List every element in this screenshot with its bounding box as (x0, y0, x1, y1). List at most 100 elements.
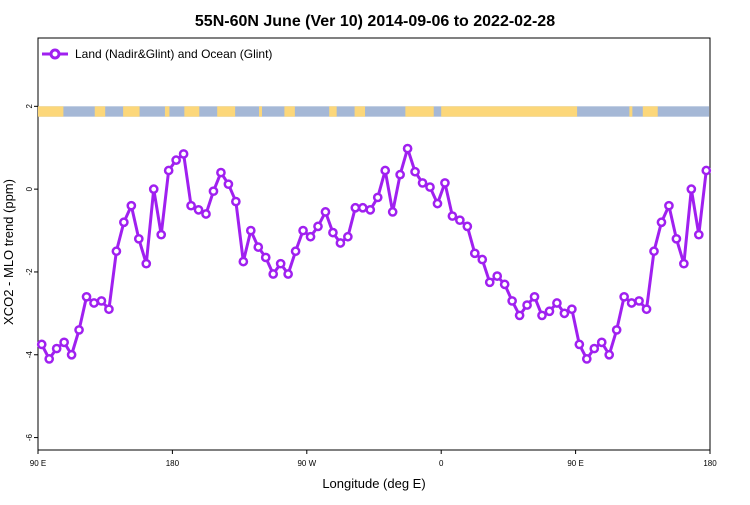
data-point (260, 252, 271, 263)
x-tick-label: 90 E (30, 459, 46, 468)
data-point (589, 343, 600, 354)
data-point (552, 298, 562, 308)
x-tick-label: 90 W (297, 459, 316, 468)
data-point (201, 209, 211, 219)
legend: Land (Nadir&Glint) and Ocean (Glint) (42, 47, 272, 61)
data-point (163, 165, 174, 176)
data-point (231, 196, 241, 207)
land-segment (405, 106, 434, 117)
data-point (372, 192, 383, 203)
land-segment (329, 106, 337, 117)
data-point (492, 271, 503, 281)
data-point (469, 248, 480, 259)
data-point (365, 204, 376, 215)
axes: 90 E 180 90 W 0 90 E 180 2 0 -2 -4 -6 (25, 104, 717, 468)
y-tick-label: -2 (25, 268, 34, 276)
data-point (66, 349, 77, 360)
land-segment (642, 106, 658, 117)
ocean-band (39, 106, 709, 117)
data-point (693, 229, 704, 240)
data-point (253, 242, 264, 252)
y-tick-label: 0 (25, 186, 34, 191)
legend-label: Land (Nadir&Glint) and Ocean (Glint) (75, 47, 272, 61)
data-point (290, 246, 301, 257)
land-segment (354, 106, 366, 117)
data-point (111, 246, 122, 257)
data-point (507, 296, 517, 306)
land-segment (629, 106, 633, 117)
data-point (283, 269, 293, 279)
data-point (89, 298, 99, 308)
data-point (387, 207, 398, 217)
x-tick-label: 0 (439, 459, 444, 468)
data-point (275, 258, 286, 269)
data-point (380, 165, 391, 176)
data-point (350, 202, 361, 213)
data-point (544, 306, 555, 317)
data-point (328, 227, 338, 238)
x-tick-label: 180 (166, 459, 180, 468)
data-point (81, 291, 92, 302)
data-point (245, 225, 256, 236)
data-point (477, 254, 488, 265)
data-point (432, 198, 443, 209)
land-segment (259, 106, 262, 117)
data-point (559, 308, 570, 319)
data-point (104, 304, 114, 315)
data-point (313, 221, 323, 232)
data-point (686, 184, 697, 194)
land-segment (123, 106, 140, 117)
data-point (656, 217, 667, 228)
data-point (74, 325, 84, 335)
data-point (343, 231, 353, 242)
x-axis-label: Longitude (deg E) (322, 476, 425, 491)
legend-marker-swatch (49, 48, 61, 60)
data-point (395, 169, 405, 180)
data-point (499, 279, 510, 290)
data-point (514, 310, 525, 321)
series-line (40, 147, 708, 361)
plot-frame (37, 37, 711, 451)
data-point (455, 215, 465, 226)
data-point (522, 300, 532, 310)
data-point (581, 354, 592, 364)
x-tick-label: 90 E (567, 459, 583, 468)
data-point (410, 166, 420, 177)
data-point (626, 298, 637, 308)
data-point (119, 217, 129, 228)
data-point (641, 304, 652, 315)
data-point (679, 258, 689, 269)
data-point (193, 204, 204, 215)
data-point (574, 339, 585, 350)
data-point (305, 231, 316, 242)
data-point (529, 291, 540, 302)
data-point (156, 229, 167, 240)
data-point (216, 167, 226, 178)
y-axis-label: XCO2 - MLO trend (ppm) (1, 179, 16, 325)
land-segment (441, 106, 578, 117)
land-segment (94, 106, 106, 117)
data-point (649, 246, 659, 257)
data-point (208, 186, 219, 197)
data-point (619, 291, 629, 302)
data-point (186, 200, 196, 211)
data-point (335, 238, 346, 248)
data-point (537, 310, 547, 321)
x-tick-label: 180 (703, 459, 717, 468)
data-point (44, 354, 55, 364)
data-point (440, 178, 450, 188)
data-point (298, 225, 308, 236)
data-point (51, 343, 62, 354)
data-point (567, 304, 577, 315)
data-point (178, 149, 189, 159)
data-point (171, 155, 181, 166)
data-point (596, 337, 607, 348)
data-point (223, 179, 234, 190)
y-tick-label: -6 (25, 433, 34, 441)
data-point (148, 184, 159, 194)
data-point (141, 258, 152, 269)
data-point (701, 165, 712, 176)
data-point (238, 256, 249, 267)
data-point (357, 202, 368, 213)
